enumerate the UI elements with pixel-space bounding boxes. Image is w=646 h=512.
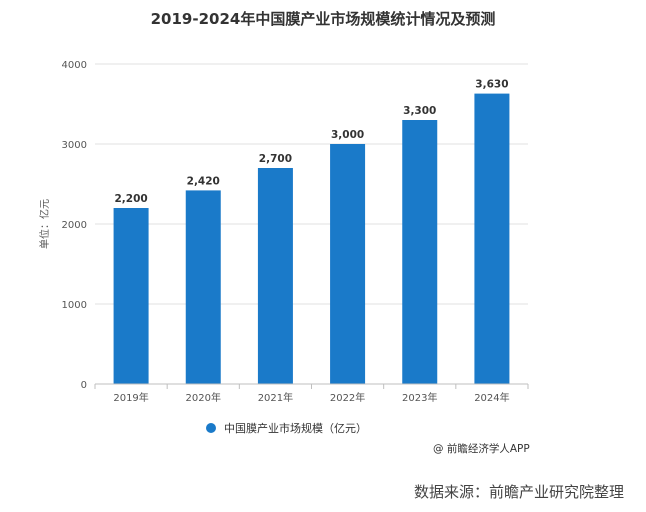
bar: [257, 168, 293, 384]
x-tick-label: 2019年: [113, 391, 148, 404]
data-label: 3,300: [403, 105, 436, 117]
chart-title: 2019-2024年中国膜产业市场规模统计情况及预测: [150, 10, 496, 28]
x-tick-label: 2021年: [258, 391, 293, 404]
bar: [185, 190, 221, 384]
y-tick-label: 3000: [62, 140, 87, 151]
source-note: 数据来源：前瞻产业研究院整理: [413, 483, 624, 501]
data-label: 2,700: [259, 153, 292, 165]
legend-marker: [206, 423, 216, 433]
legend: 中国膜产业市场规模（亿元）: [206, 420, 367, 436]
x-tick-label: 2024年: [474, 391, 509, 404]
bar: [113, 208, 149, 384]
x-tick-label: 2023年: [402, 391, 437, 404]
x-tick-label: 2020年: [186, 391, 221, 404]
data-label: 2,200: [114, 193, 147, 205]
legend-label: 中国膜产业市场规模（亿元）: [224, 422, 367, 435]
y-tick-label: 0: [81, 380, 87, 391]
bar: [330, 144, 366, 384]
data-label: 3,000: [331, 129, 364, 141]
credit-text: @ 前瞻经济学人APP: [433, 443, 530, 455]
y-tick-label: 2000: [62, 220, 87, 231]
bar: [474, 93, 510, 384]
bar: [402, 120, 438, 384]
data-label: 2,420: [187, 175, 220, 187]
data-label: 3,630: [475, 79, 508, 91]
y-tick-label: 1000: [62, 300, 87, 311]
y-axis-label: 单位：亿元: [38, 199, 51, 249]
x-tick-label: 2022年: [330, 391, 365, 404]
y-tick-label: 4000: [62, 60, 87, 71]
